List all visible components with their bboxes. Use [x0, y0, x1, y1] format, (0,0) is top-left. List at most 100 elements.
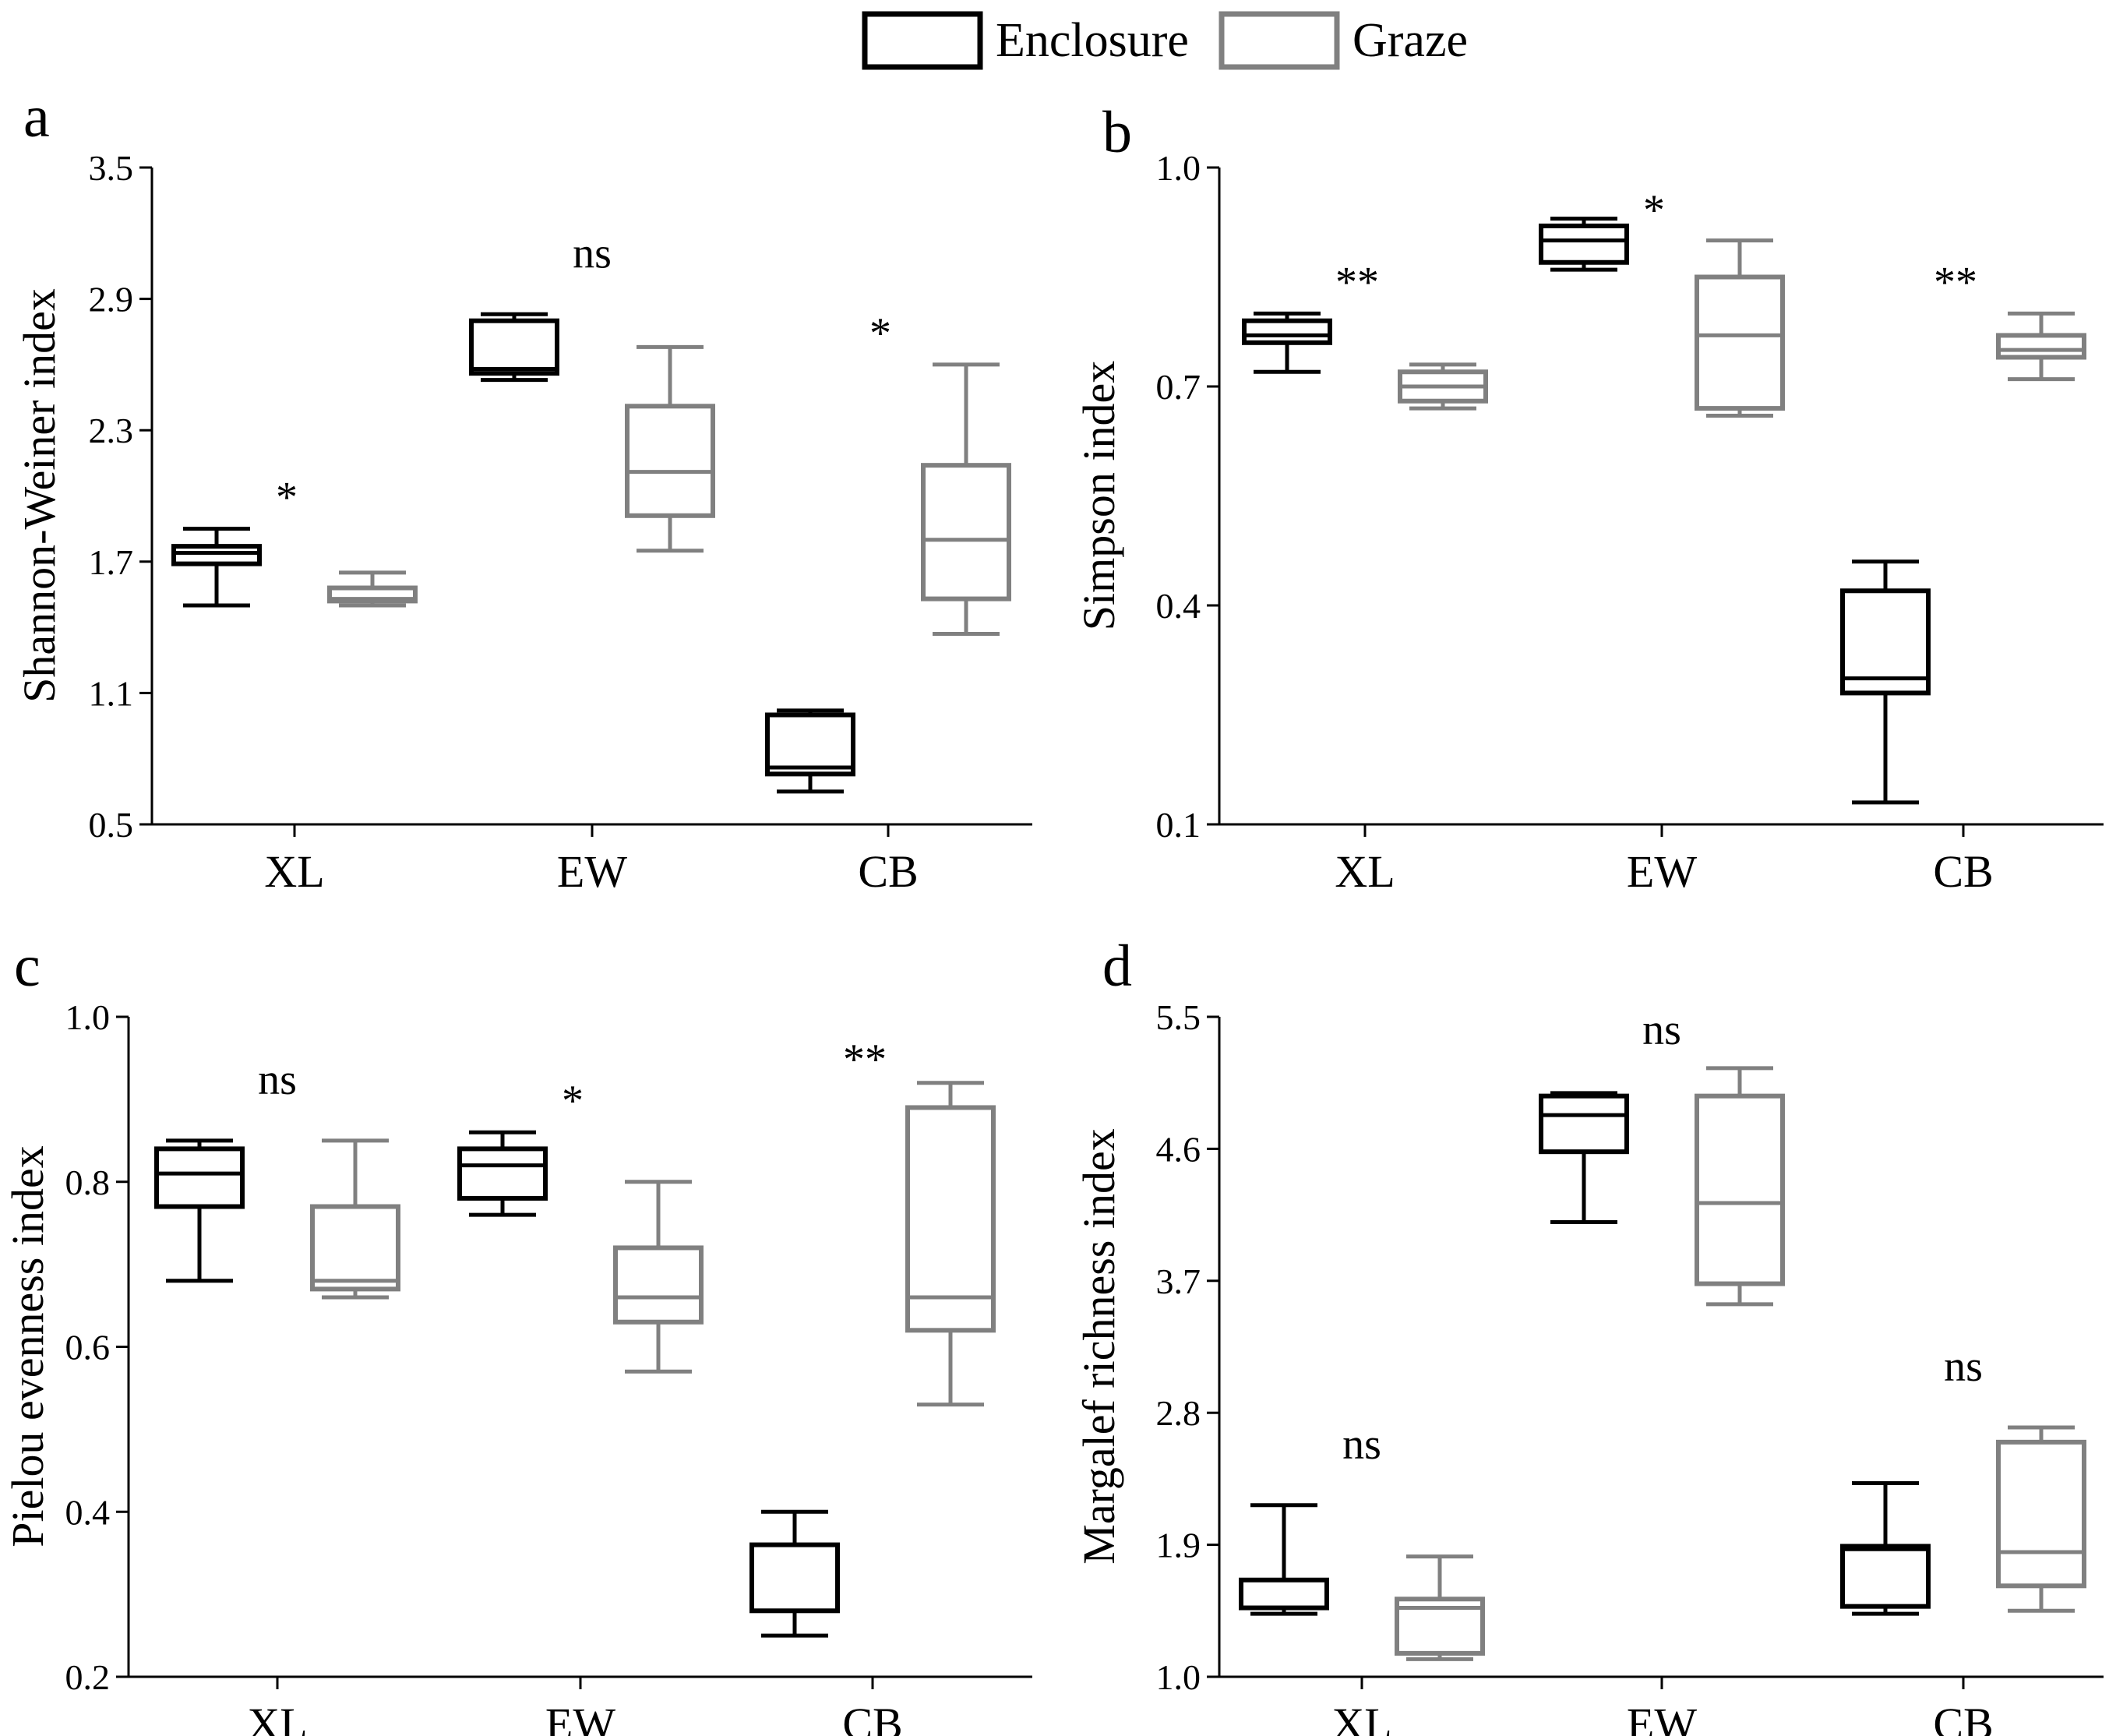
- y-tick-label: 0.6: [65, 1328, 111, 1367]
- box-iqr: [1840, 588, 1931, 696]
- box-iqr: [613, 1245, 704, 1325]
- x-tick-label: XL: [247, 1699, 307, 1736]
- box-iqr: [625, 404, 715, 518]
- graze-box-ew: [1695, 1066, 1785, 1307]
- box-iqr: [1239, 1577, 1329, 1611]
- box-iqr: [921, 463, 1011, 602]
- panel-letter: a: [23, 84, 50, 150]
- panel-letter: c: [14, 933, 41, 999]
- legend-swatch-enclosure: [862, 11, 983, 70]
- significance-label: ns: [573, 229, 612, 277]
- enclosure-box-xl: [1242, 311, 1332, 374]
- x-tick-label: CB: [842, 1699, 902, 1736]
- y-axis-label: Pielou evenness index: [2, 1145, 53, 1547]
- y-axis-label: Margalef richness index: [1074, 1128, 1124, 1564]
- y-tick-label: 1.0: [1156, 148, 1201, 188]
- box-iqr: [469, 318, 559, 376]
- x-tick-label: CB: [1933, 1699, 1993, 1736]
- box-iqr: [1996, 333, 2086, 360]
- significance-label: ns: [1342, 1420, 1381, 1469]
- significance-label: **: [1335, 258, 1379, 306]
- graze-box-ew: [1695, 238, 1785, 418]
- y-tick-label: 2.8: [1156, 1393, 1201, 1433]
- y-tick-label: 1.0: [1156, 1657, 1201, 1697]
- y-tick-label: 0.4: [1156, 586, 1201, 626]
- box-iqr: [154, 1146, 245, 1209]
- y-tick-label: 3.7: [1156, 1261, 1201, 1301]
- y-tick-label: 0.8: [65, 1163, 111, 1202]
- y-axis-label: Simpson index: [1074, 361, 1124, 630]
- enclosure-box-cb: [749, 1509, 840, 1638]
- enclosure-box-ew: [469, 312, 559, 383]
- box-iqr: [765, 712, 855, 777]
- x-tick-label: EW: [557, 846, 627, 897]
- box-iqr: [749, 1542, 840, 1614]
- legend-label-enclosure: Enclosure: [996, 14, 1189, 67]
- y-tick-label: 1.0: [65, 997, 111, 1037]
- x-tick-label: EW: [1627, 1699, 1697, 1736]
- graze-box-ew: [625, 344, 715, 553]
- box-iqr: [457, 1146, 548, 1201]
- y-tick-label: 0.1: [1156, 805, 1201, 845]
- enclosure-box-ew: [1539, 217, 1629, 272]
- x-tick-label: CB: [1933, 846, 1993, 897]
- y-tick-label: 2.9: [89, 280, 134, 319]
- box-iqr: [1695, 274, 1785, 411]
- x-tick-label: XL: [1331, 1699, 1391, 1736]
- box-iqr: [1840, 1544, 1931, 1609]
- significance-label: *: [276, 474, 298, 522]
- y-tick-label: 0.2: [65, 1657, 111, 1697]
- panel-a: a Shannon-Weiner index 0.5 1.1 1.7 2.3 2.9 3.5 X…: [14, 84, 1032, 897]
- y-tick-label: 2.3: [89, 411, 134, 450]
- graze-box-xl: [327, 570, 418, 608]
- panel-b: b Simpson index 0.1 0.4 0.7 1.0 XL ** EW * CB **: [1074, 100, 2104, 897]
- enclosure-box-ew: [1539, 1091, 1629, 1225]
- enclosure-box-xl: [171, 527, 262, 608]
- significance-label: *: [1643, 186, 1665, 235]
- box-iqr: [1996, 1439, 2086, 1589]
- enclosure-box-xl: [1239, 1503, 1329, 1616]
- box-iqr: [171, 544, 262, 566]
- panel-letter: b: [1102, 100, 1132, 165]
- y-tick-label: 0.5: [89, 805, 134, 845]
- graze-box-cb: [1996, 311, 2086, 382]
- box-iqr: [1242, 318, 1332, 345]
- box-iqr: [1695, 1093, 1785, 1286]
- box-iqr: [905, 1105, 996, 1333]
- box-iqr: [327, 585, 418, 604]
- y-tick-label: 5.5: [1156, 997, 1201, 1037]
- graze-box-xl: [1395, 1554, 1485, 1661]
- significance-label: ns: [1642, 1006, 1681, 1054]
- enclosure-box-xl: [154, 1138, 245, 1283]
- x-tick-label: EW: [545, 1699, 615, 1736]
- y-axis-label: Shannon-Weiner index: [14, 288, 65, 703]
- significance-label: **: [1934, 258, 1977, 306]
- enclosure-box-cb: [765, 708, 855, 794]
- panel-d: d Margalef richness index 1.0 1.9 2.8 3.7 4.6 5…: [1074, 933, 2104, 1736]
- y-tick-label: 1.7: [89, 542, 134, 582]
- significance-label: *: [562, 1077, 584, 1125]
- panel-letter: d: [1102, 933, 1132, 999]
- graze-box-xl: [310, 1138, 400, 1300]
- y-tick-label: 0.4: [65, 1492, 111, 1532]
- y-tick-label: 0.7: [1156, 367, 1201, 407]
- significance-label: ns: [258, 1056, 297, 1104]
- box-iqr: [1395, 1597, 1485, 1656]
- box-iqr: [1539, 1093, 1629, 1155]
- x-tick-label: CB: [858, 846, 918, 897]
- graze-box-cb: [921, 362, 1011, 637]
- y-tick-label: 1.1: [89, 673, 134, 713]
- graze-box-xl: [1398, 362, 1488, 411]
- legend-label-graze: Graze: [1353, 14, 1468, 67]
- y-tick-label: 1.9: [1156, 1526, 1201, 1565]
- box-iqr: [310, 1204, 400, 1292]
- graze-box-cb: [905, 1081, 996, 1407]
- enclosure-box-cb: [1840, 559, 1931, 805]
- y-tick-label: 3.5: [89, 148, 134, 188]
- graze-box-ew: [613, 1180, 704, 1374]
- graze-box-cb: [1996, 1425, 2086, 1613]
- enclosure-box-ew: [457, 1130, 548, 1217]
- panel-c: c Pielou evenness index 0.2 0.4 0.6 0.8 1.0 XL n…: [2, 933, 1032, 1736]
- legend: Enclosure Graze: [862, 11, 1468, 70]
- significance-label: **: [843, 1036, 887, 1084]
